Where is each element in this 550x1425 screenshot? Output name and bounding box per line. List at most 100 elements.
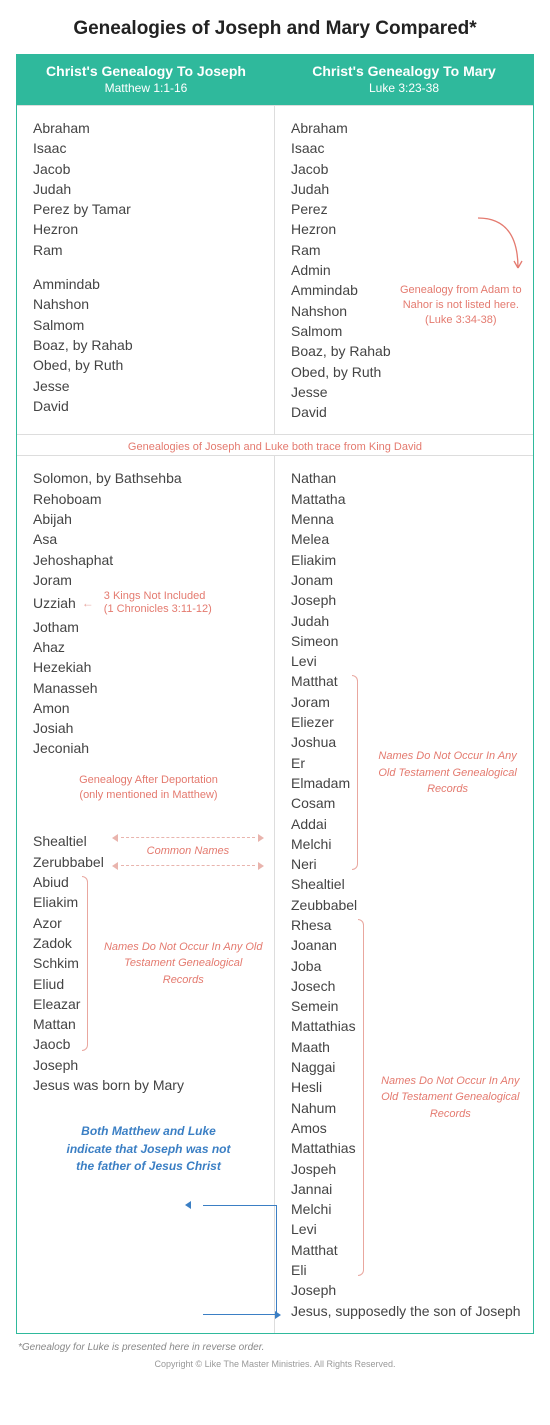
genealogy-name: Ram bbox=[291, 240, 391, 260]
blue-arrow-left-icon bbox=[185, 1201, 191, 1209]
genealogy-name: Nahum bbox=[291, 1098, 356, 1118]
page-title: Genealogies of Joseph and Mary Compared* bbox=[16, 18, 534, 40]
genealogy-name: Semein bbox=[291, 996, 356, 1016]
genealogy-name: Jesse bbox=[33, 376, 264, 396]
header-left-title: Christ's Genealogy To Joseph bbox=[21, 63, 271, 79]
genealogy-name: Isaac bbox=[291, 138, 391, 158]
genealogy-name: Jesus was born by Mary bbox=[33, 1075, 264, 1095]
arrow-left-icon: ← bbox=[82, 595, 94, 612]
table-header: Christ's Genealogy To Joseph Matthew 1:1… bbox=[17, 55, 533, 105]
section-2: Solomon, by BathsehbaRehoboamAbijahAsaJe… bbox=[17, 455, 533, 1332]
genealogy-name: Menna bbox=[291, 509, 523, 529]
genealogy-name: Judah bbox=[291, 611, 523, 631]
genealogy-name: Mattathias bbox=[291, 1138, 356, 1158]
genealogy-name: Josiah bbox=[33, 718, 264, 738]
genealogy-name: Melea bbox=[291, 529, 523, 549]
bracket-icon bbox=[358, 919, 364, 1276]
genealogy-name: Mattathias bbox=[291, 1016, 356, 1036]
genealogy-name: Nahshon bbox=[291, 301, 391, 321]
genealogy-name: Asa bbox=[33, 529, 264, 549]
genealogy-name: Maath bbox=[291, 1037, 356, 1057]
genealogy-name: Hezron bbox=[33, 219, 264, 239]
genealogy-name: Josech bbox=[291, 976, 356, 996]
genealogy-name: Levi bbox=[291, 651, 523, 671]
common-names-arrow-1 bbox=[112, 834, 264, 842]
genealogy-name: Abraham bbox=[291, 118, 391, 138]
genealogy-name: Eliezer bbox=[291, 712, 350, 732]
genealogy-name: Joseph bbox=[33, 1055, 264, 1075]
adam-nahor-note: Genealogy from Adam to Nahor is not list… bbox=[391, 118, 523, 422]
deportation-note: Genealogy After Deportation (only mentio… bbox=[33, 773, 264, 804]
genealogy-name: Er bbox=[291, 753, 350, 773]
genealogy-name: Cosam bbox=[291, 793, 350, 813]
comparison-table: Christ's Genealogy To Joseph Matthew 1:1… bbox=[16, 54, 534, 1334]
genealogy-name: Joba bbox=[291, 956, 356, 976]
genealogy-name: Perez by Tamar bbox=[33, 199, 264, 219]
header-right: Christ's Genealogy To Mary Luke 3:23-38 bbox=[275, 55, 533, 105]
genealogy-name: Salmom bbox=[291, 321, 391, 341]
no-ot-note-right-1: Names Do Not Occur In Any Old Testament … bbox=[364, 671, 523, 874]
genealogy-name: Hezekiah bbox=[33, 657, 264, 677]
bracket-icon bbox=[352, 675, 358, 870]
genealogy-name: Zerubbabel bbox=[33, 852, 104, 872]
genealogy-name: Neri bbox=[291, 854, 350, 874]
genealogy-name: Joseph bbox=[291, 1280, 523, 1300]
genealogy-name: Abiud bbox=[33, 872, 80, 892]
footnote: *Genealogy for Luke is presented here in… bbox=[16, 1334, 534, 1355]
header-right-title: Christ's Genealogy To Mary bbox=[279, 63, 529, 79]
section-2-left: Solomon, by BathsehbaRehoboamAbijahAsaJe… bbox=[17, 456, 275, 1332]
genealogy-name: Admin bbox=[291, 260, 391, 280]
adam-nahor-ref: (Luke 3:34-38) bbox=[425, 314, 497, 326]
header-right-sub: Luke 3:23-38 bbox=[279, 81, 529, 95]
adam-nahor-text: Genealogy from Adam to Nahor is not list… bbox=[400, 284, 522, 311]
genealogy-name: Eliud bbox=[33, 974, 80, 994]
genealogy-name: David bbox=[33, 396, 264, 416]
genealogy-name: Azor bbox=[33, 913, 80, 933]
section-2-right: NathanMattathaMennaMeleaEliakimJonamJose… bbox=[275, 456, 533, 1332]
genealogy-name: Boaz, by Rahab bbox=[33, 335, 264, 355]
genealogy-name: Hezron bbox=[291, 219, 391, 239]
genealogy-name: Solomon, by Bathsehba bbox=[33, 468, 264, 488]
genealogy-name: Jacob bbox=[291, 159, 391, 179]
genealogy-name: Melchi bbox=[291, 1199, 356, 1219]
genealogy-name: Manasseh bbox=[33, 678, 264, 698]
genealogy-name: Judah bbox=[33, 179, 264, 199]
genealogy-name: Jotham bbox=[33, 617, 264, 637]
genealogy-name: Ammindab bbox=[33, 274, 264, 294]
genealogy-name: Eliakim bbox=[33, 892, 80, 912]
genealogy-name: Nathan bbox=[291, 468, 523, 488]
genealogy-name: Jannai bbox=[291, 1179, 356, 1199]
genealogy-name: Hesli bbox=[291, 1077, 356, 1097]
genealogy-name: Boaz, by Rahab bbox=[291, 341, 391, 361]
genealogy-name: Jacob bbox=[33, 159, 264, 179]
genealogy-name: Mattan bbox=[33, 1014, 80, 1034]
genealogy-name: Abijah bbox=[33, 509, 264, 529]
genealogy-name: Levi bbox=[291, 1219, 356, 1239]
genealogy-name: Melchi bbox=[291, 834, 350, 854]
genealogy-name: Joseph bbox=[291, 590, 523, 610]
common-names-arrow-2 bbox=[112, 862, 264, 870]
copyright: Copyright © Like The Master Ministries. … bbox=[16, 1355, 534, 1379]
genealogy-name: Simeon bbox=[291, 631, 523, 651]
genealogy-name: Matthat bbox=[291, 1240, 356, 1260]
genealogy-name: Mattatha bbox=[291, 489, 523, 509]
genealogy-name: Naggai bbox=[291, 1057, 356, 1077]
genealogy-name: Obed, by Ruth bbox=[291, 362, 391, 382]
genealogy-name: Eleazar bbox=[33, 994, 80, 1014]
no-ot-note-left: Names Do Not Occur In Any Old Testament … bbox=[94, 872, 264, 1055]
genealogy-name: Jehoshaphat bbox=[33, 550, 264, 570]
genealogy-name: Shealtiel bbox=[33, 831, 104, 851]
genealogy-name: Nahshon bbox=[33, 294, 264, 314]
bracket-icon bbox=[82, 876, 88, 1051]
genealogy-name: Elmadam bbox=[291, 773, 350, 793]
genealogy-name: Matthat bbox=[291, 671, 350, 691]
header-left-sub: Matthew 1:1-16 bbox=[21, 81, 271, 95]
genealogy-name: Joshua bbox=[291, 732, 350, 752]
genealogy-name: Ammindab bbox=[291, 280, 391, 300]
genealogy-name: Jesus, supposedly the son of Joseph bbox=[291, 1301, 523, 1321]
genealogy-name: Perez bbox=[291, 199, 391, 219]
genealogy-name: Judah bbox=[291, 179, 391, 199]
genealogy-name: Joram bbox=[291, 692, 350, 712]
genealogy-name: Rhesa bbox=[291, 915, 356, 935]
section-1-left: AbrahamIsaacJacobJudahPerez by TamarHezr… bbox=[17, 106, 275, 434]
